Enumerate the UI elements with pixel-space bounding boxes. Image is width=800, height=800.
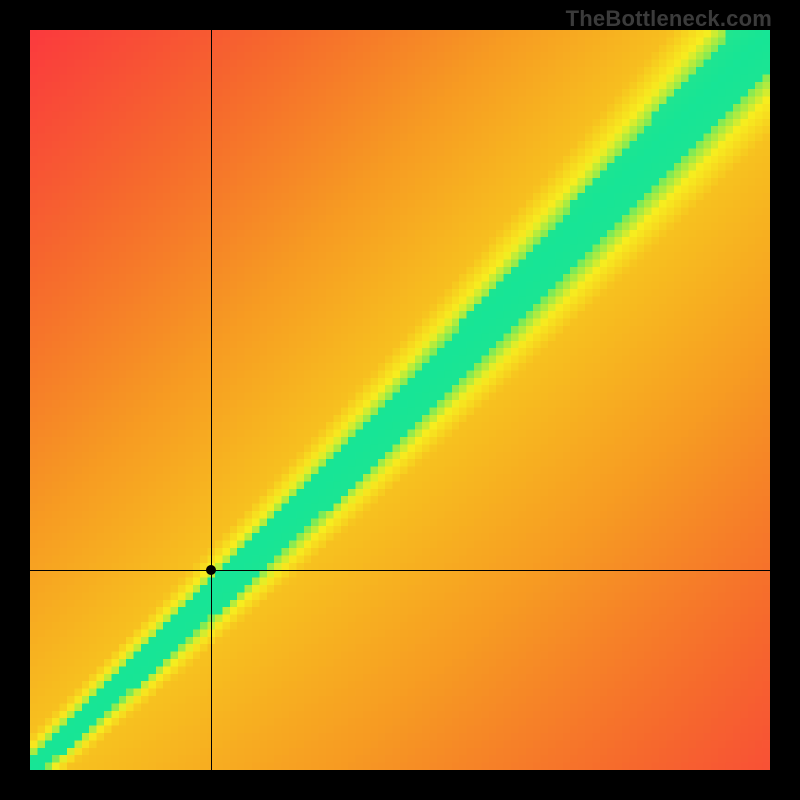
heatmap-canvas bbox=[30, 30, 770, 770]
heatmap-plot-area bbox=[30, 30, 770, 770]
watermark-text: TheBottleneck.com bbox=[566, 6, 772, 32]
bottleneck-marker-dot bbox=[206, 565, 216, 575]
crosshair-vertical bbox=[211, 30, 212, 770]
crosshair-horizontal bbox=[30, 570, 770, 571]
chart-frame: TheBottleneck.com bbox=[0, 0, 800, 800]
